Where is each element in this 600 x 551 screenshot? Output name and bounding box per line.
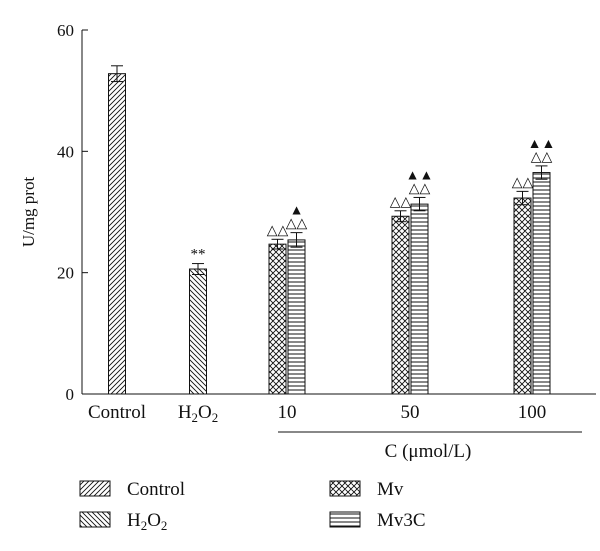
significance-mark: △△ [531, 150, 553, 165]
y-tick-label: 40 [57, 142, 74, 161]
significance-mark: △△ [409, 181, 431, 196]
bar-Mv3C-100 [532, 172, 551, 395]
legend: Control Mv H2O2 Mv3C [79, 479, 426, 533]
significance-mark: ▲▲ [406, 168, 434, 183]
legend-label-H2O2: H2O2 [127, 510, 167, 533]
significance-marks: **△△△△▲△△△△▲▲ △△△△▲▲ [191, 137, 556, 263]
significance-mark: △△ [512, 175, 534, 190]
axes: 0 20 40 60 [57, 21, 596, 404]
legend-swatch-Mv [329, 480, 361, 497]
bar-Mv-100 [513, 197, 532, 395]
significance-mark: △△ [390, 195, 412, 210]
category-labels: Control H2O2 10 50 100 [88, 402, 546, 425]
bar-Mv3C-50 [410, 203, 429, 395]
legend-label-Mv3C: Mv3C [377, 510, 426, 531]
x-axis-label: C (μmol/L) [385, 441, 472, 462]
y-tick-label: 20 [57, 264, 74, 283]
bar-Mv-50 [391, 215, 410, 395]
bar-H2O2-H2O2 [189, 268, 207, 395]
legend-label-Mv: Mv [377, 479, 404, 500]
legend-swatch-Mv3C [329, 511, 361, 528]
x-tick-label: H2O2 [178, 402, 218, 425]
y-tick-label: 0 [66, 385, 75, 404]
legend-swatch-Control [79, 480, 111, 497]
x-tick-label: 100 [518, 402, 547, 423]
bar-Mv-10 [268, 243, 287, 395]
x-tick-label: Control [88, 402, 146, 423]
bars [108, 65, 551, 395]
bar-Mv3C-10 [287, 239, 306, 395]
significance-mark: ** [191, 247, 206, 263]
significance-mark: △△ [286, 217, 308, 232]
legend-label-Control: Control [127, 479, 185, 500]
legend-swatch-H2O2 [79, 511, 111, 528]
y-axis-label: U/mg prot [19, 177, 38, 248]
significance-mark: ▲▲ [528, 137, 556, 152]
significance-mark: ▲ [290, 204, 304, 219]
x-tick-label: 50 [401, 402, 420, 423]
x-tick-label: 10 [278, 402, 297, 423]
y-tick-label: 60 [57, 21, 74, 40]
bar-Control-Control [108, 73, 126, 395]
significance-mark: △△ [267, 223, 289, 238]
